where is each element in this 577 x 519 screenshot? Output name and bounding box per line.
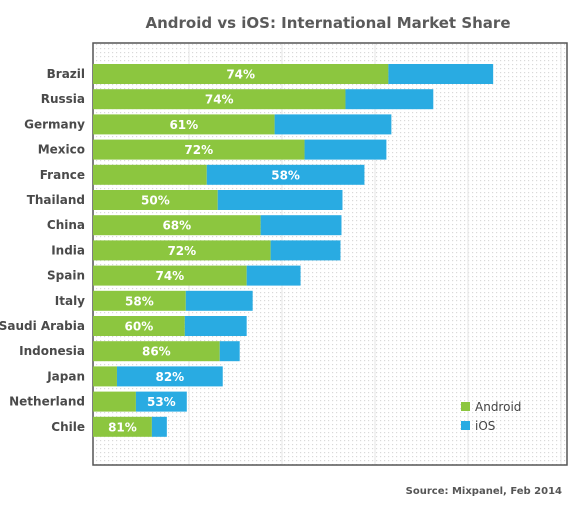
legend-swatch-android [461,402,470,411]
category-label-thailand: Thailand [27,193,85,207]
bar-label-brazil: 74% [226,68,255,82]
bar-label-germany: 61% [169,118,198,132]
bar-android-china [93,215,261,236]
bar-labels: 74%74%61%72%58%50%68%72%74%58%60%86%82%5… [108,68,300,435]
bar-ios-russia [345,89,434,110]
source-note: Source: Mixpanel, Feb 2014 [406,486,562,497]
bar-android-japan [93,366,117,387]
bar-label-france: 58% [271,168,300,182]
bar-label-netherland: 53% [147,395,176,409]
bar-android-spain [93,265,247,286]
bar-android-chile [93,416,152,437]
category-label-saudi-arabia: Saudi Arabia [0,319,85,333]
bars [93,64,494,437]
bar-android-saudi-arabia [93,316,185,336]
bar-label-thailand: 50% [141,194,170,208]
bar-ios-germany [274,114,392,135]
bar-label-india: 72% [167,244,196,258]
bar-label-japan: 82% [155,370,184,384]
category-labels: Brazil Russia Germany Mexico France Thailand C… [0,67,85,434]
bar-ios-india [270,240,341,261]
bar-label-italy: 58% [125,294,154,308]
bar-ios-brazil [388,64,494,84]
bar-android-russia [93,89,346,110]
bar-label-chile: 81% [108,420,137,434]
category-label-russia: Russia [41,92,85,106]
bar-ios-netherland [135,391,187,412]
category-label-japan: Japan [46,369,85,383]
bar-label-china: 68% [162,219,191,233]
bar-ios-mexico [304,139,387,160]
bar-ios-china [260,215,342,236]
bar-android-netherland [93,391,136,412]
legend-swatch-ios [461,421,470,430]
bar-label-mexico: 72% [184,143,213,157]
bar-ios-italy [185,290,253,311]
category-label-indonesia: Indonesia [19,344,85,358]
bar-android-india [93,240,271,261]
category-label-chile: Chile [51,420,85,434]
bar-android-germany [93,114,275,135]
bar-label-russia: 74% [205,93,234,107]
category-label-germany: Germany [24,117,85,131]
bar-ios-saudi-arabia [184,316,247,336]
legend-label-ios: iOS [475,419,495,433]
bar-ios-france [206,164,365,185]
bar-ios-thailand [217,190,343,210]
bar-ios-chile [151,416,167,437]
category-label-china: China [47,218,85,232]
bar-ios-indonesia [219,341,240,362]
bar-label-indonesia: 86% [142,345,171,359]
bar-android-indonesia [93,341,220,362]
category-label-spain: Spain [47,269,85,283]
legend: Android iOS [461,400,521,433]
bar-android-italy [93,290,186,311]
bar-android-thailand [93,190,218,210]
category-label-italy: Italy [55,294,85,308]
chart-title: Android vs iOS: International Market Sha… [145,14,510,32]
bar-ios-japan [116,366,223,387]
category-label-france: France [40,168,85,182]
bar-android-mexico [93,139,305,160]
bar-android-france [93,164,207,185]
legend-label-android: Android [475,400,521,414]
category-label-netherland: Netherland [9,395,85,409]
category-label-india: India [51,243,85,257]
bar-ios-spain [246,265,301,286]
bar-android-brazil [93,64,389,84]
bar-label-spain: 74% [155,269,184,283]
category-label-mexico: Mexico [38,143,85,157]
bar-label-saudi-arabia: 60% [125,320,154,334]
category-label-brazil: Brazil [47,67,85,81]
